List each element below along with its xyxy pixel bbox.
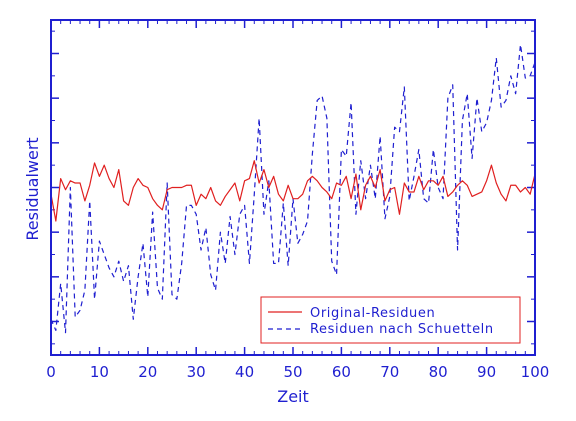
legend: Original-Residuen Residuen nach Schuette… bbox=[260, 296, 521, 344]
legend-label-original: Original-Residuen bbox=[310, 306, 435, 321]
x-tick-label: 10 bbox=[90, 363, 109, 381]
series-line-original bbox=[50, 160, 536, 222]
x-axis-ticks: 0 10 20 30 40 50 60 70 80 90 100 bbox=[46, 20, 549, 381]
x-tick-label: 60 bbox=[332, 363, 351, 381]
x-tick-label: 80 bbox=[429, 363, 448, 381]
y-axis-title: Residualwert bbox=[23, 137, 42, 240]
series-layer bbox=[50, 43, 536, 334]
x-tick-label: 50 bbox=[283, 363, 302, 381]
series-line-shuffled bbox=[50, 43, 536, 334]
plot-frame bbox=[50, 19, 536, 356]
legend-box bbox=[260, 296, 521, 344]
legend-label-shuffled: Residuen nach Schuetteln bbox=[310, 322, 494, 337]
x-tick-label: 70 bbox=[380, 363, 399, 381]
x-axis-title: Zeit bbox=[277, 387, 309, 406]
x-tick-label: 90 bbox=[477, 363, 496, 381]
x-tick-label: 0 bbox=[46, 363, 56, 381]
x-tick-label: 30 bbox=[187, 363, 206, 381]
x-tick-label: 100 bbox=[521, 363, 550, 381]
x-tick-label: 20 bbox=[138, 363, 157, 381]
x-tick-label: 40 bbox=[235, 363, 254, 381]
